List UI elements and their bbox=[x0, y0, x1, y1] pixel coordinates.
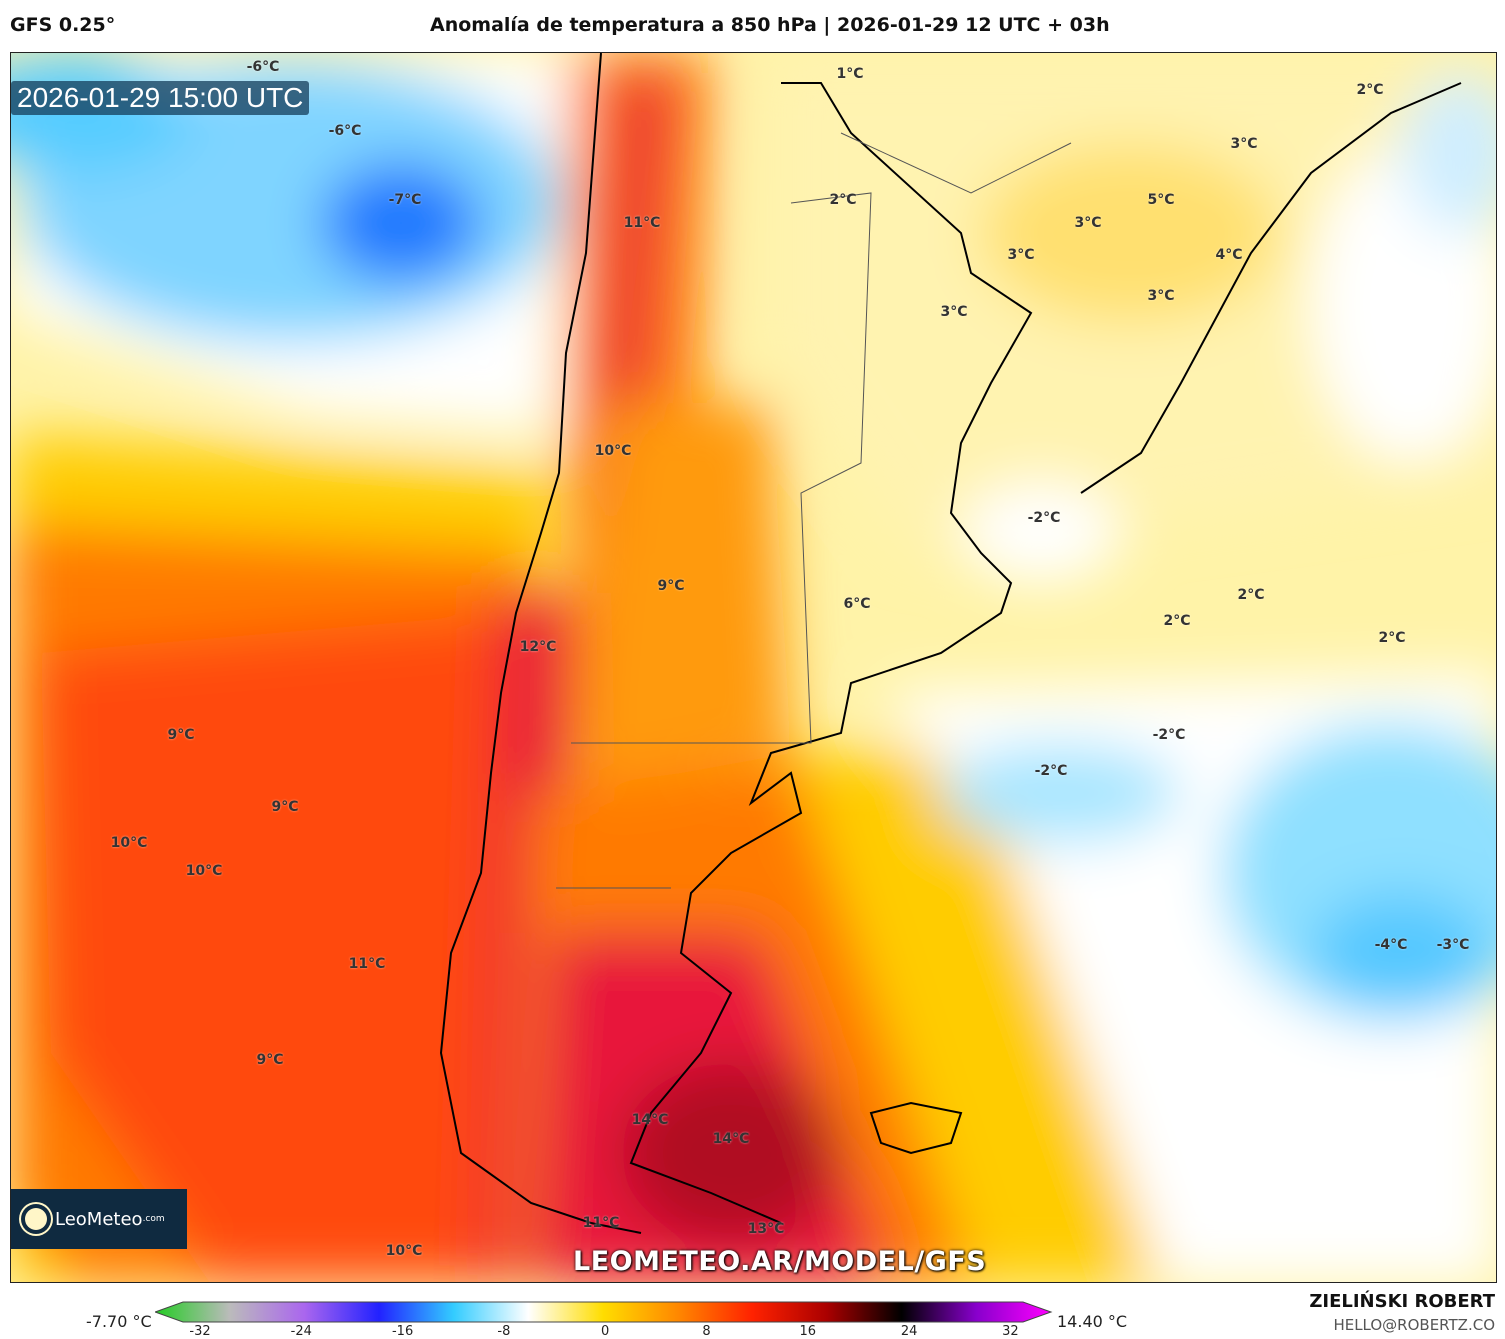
contour-label: -4°C bbox=[1374, 937, 1408, 953]
colorbar-max-label: 14.40 °C bbox=[1057, 1312, 1128, 1331]
contour-label: 12°C bbox=[519, 639, 557, 655]
contour-label: 3°C bbox=[940, 304, 968, 320]
contour-label: -6°C bbox=[246, 59, 280, 75]
contour-label: 3°C bbox=[1147, 288, 1175, 304]
contour-label: 1°C bbox=[836, 66, 864, 82]
contour-label: 13°C bbox=[747, 1221, 785, 1237]
contour-label: -2°C bbox=[1152, 727, 1186, 743]
contour-label: 2°C bbox=[1378, 630, 1406, 646]
watermark-url: LEOMETEO.AR/MODEL/GFS bbox=[573, 1246, 987, 1277]
contour-label: -2°C bbox=[1034, 763, 1068, 779]
borders bbox=[556, 132, 1072, 889]
contour-label: 2°C bbox=[1163, 613, 1191, 629]
contour-label: 5°C bbox=[1147, 192, 1175, 208]
contour-label: 3°C bbox=[1007, 247, 1035, 263]
contour-label: 3°C bbox=[1074, 215, 1102, 231]
contour-label: 10°C bbox=[110, 835, 148, 851]
contour-label: 4°C bbox=[1215, 247, 1243, 263]
leometeo-logo[interactable]: LeoMeteo .com bbox=[11, 1189, 187, 1249]
temperature-anomaly-map[interactable]: -6°C -6°C -7°C 1°C 2°C 3°C 2°C 11°C 5°C 3°C 3°C 4°C… bbox=[10, 52, 1497, 1283]
contour-label: 9°C bbox=[167, 727, 195, 743]
contour-label: 11°C bbox=[623, 215, 661, 231]
colorbar-tick: -16 bbox=[391, 1324, 414, 1339]
contour-label: 14°C bbox=[631, 1112, 669, 1128]
contour-label: 14°C bbox=[712, 1131, 750, 1147]
contour-label: 9°C bbox=[256, 1052, 284, 1068]
contour-label: 11°C bbox=[582, 1215, 620, 1231]
contour-label: -3°C bbox=[1436, 937, 1470, 953]
contour-label: 2°C bbox=[1237, 587, 1265, 603]
contour-label: 9°C bbox=[271, 799, 299, 815]
colorbar-tick: 0 bbox=[601, 1324, 610, 1339]
logo-suffix: .com bbox=[142, 1214, 165, 1224]
colorbar-tick: 32 bbox=[1002, 1324, 1019, 1339]
colorbar-tick: -8 bbox=[497, 1324, 511, 1339]
logo-text: LeoMeteo bbox=[55, 1208, 143, 1230]
contour-label: 11°C bbox=[348, 956, 386, 972]
colorbar bbox=[155, 1301, 1053, 1323]
contour-label: -6°C bbox=[328, 123, 362, 139]
contour-label: 2°C bbox=[1356, 82, 1384, 98]
model-name: GFS 0.25° bbox=[10, 14, 116, 36]
contour-label: 3°C bbox=[1230, 136, 1258, 152]
contour-label: 2°C bbox=[829, 192, 857, 208]
colorbar-tick: 8 bbox=[702, 1324, 711, 1339]
contour-label: -7°C bbox=[388, 192, 422, 208]
anomaly-field bbox=[11, 53, 1496, 1282]
colorbar-tick: 24 bbox=[900, 1324, 918, 1339]
contour-label: 10°C bbox=[594, 443, 632, 459]
contour-label: 6°C bbox=[843, 596, 871, 612]
contour-label: 10°C bbox=[185, 863, 223, 879]
colorbar-tick: -32 bbox=[189, 1324, 211, 1339]
colorbar-min-label: -7.70 °C bbox=[86, 1312, 152, 1331]
map-title: Anomalía de temperatura a 850 hPa | 2026… bbox=[430, 14, 1110, 36]
colorbar-tick: 16 bbox=[799, 1324, 817, 1339]
contour-label: -2°C bbox=[1027, 510, 1061, 526]
author-email: HELLO@ROBERTZ.CO bbox=[1333, 1316, 1495, 1334]
contour-label: 10°C bbox=[385, 1243, 423, 1259]
author-name: ZIELIŃSKI ROBERT bbox=[1309, 1291, 1495, 1312]
coastlines bbox=[439, 53, 1462, 1234]
sun-icon bbox=[25, 1208, 47, 1230]
valid-time-badge: 2026-01-29 15:00 UTC bbox=[11, 81, 310, 115]
contour-label: 9°C bbox=[657, 578, 685, 594]
colorbar-tick: -24 bbox=[290, 1324, 312, 1339]
